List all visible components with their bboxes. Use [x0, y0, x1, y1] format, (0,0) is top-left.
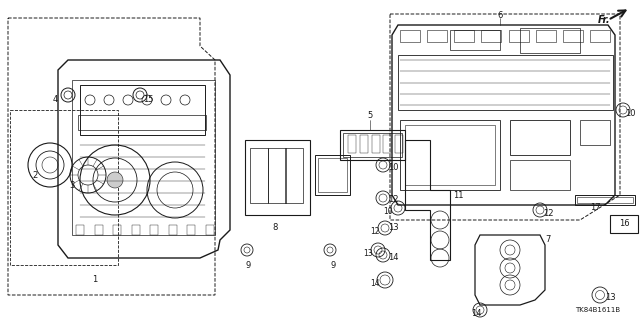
- Text: 13: 13: [388, 223, 398, 233]
- Text: 1: 1: [92, 276, 98, 284]
- Text: 5: 5: [367, 111, 372, 121]
- Text: 14: 14: [471, 308, 481, 317]
- Text: 14: 14: [370, 278, 380, 287]
- Text: 7: 7: [545, 236, 550, 244]
- Text: 12: 12: [371, 227, 380, 236]
- Text: 9: 9: [245, 260, 251, 269]
- Text: 4: 4: [52, 95, 58, 105]
- Text: 2: 2: [33, 171, 38, 180]
- Text: TK84B1611B: TK84B1611B: [575, 307, 620, 313]
- Circle shape: [107, 172, 123, 188]
- Text: 13: 13: [363, 249, 373, 258]
- Text: Fr.: Fr.: [598, 15, 611, 25]
- Text: 17: 17: [589, 204, 600, 212]
- Text: 9: 9: [330, 260, 335, 269]
- Text: 16: 16: [619, 220, 629, 228]
- Text: 13: 13: [605, 292, 615, 301]
- Text: 15: 15: [143, 95, 153, 105]
- Text: 14: 14: [388, 253, 398, 262]
- Text: 11: 11: [452, 191, 463, 201]
- Text: 6: 6: [497, 12, 502, 20]
- Text: 10: 10: [383, 206, 393, 215]
- Text: 12: 12: [388, 196, 398, 204]
- Text: 10: 10: [388, 164, 398, 172]
- Text: 8: 8: [272, 223, 278, 233]
- Text: 3: 3: [69, 180, 75, 189]
- Text: 10: 10: [625, 108, 636, 117]
- Text: 12: 12: [543, 209, 553, 218]
